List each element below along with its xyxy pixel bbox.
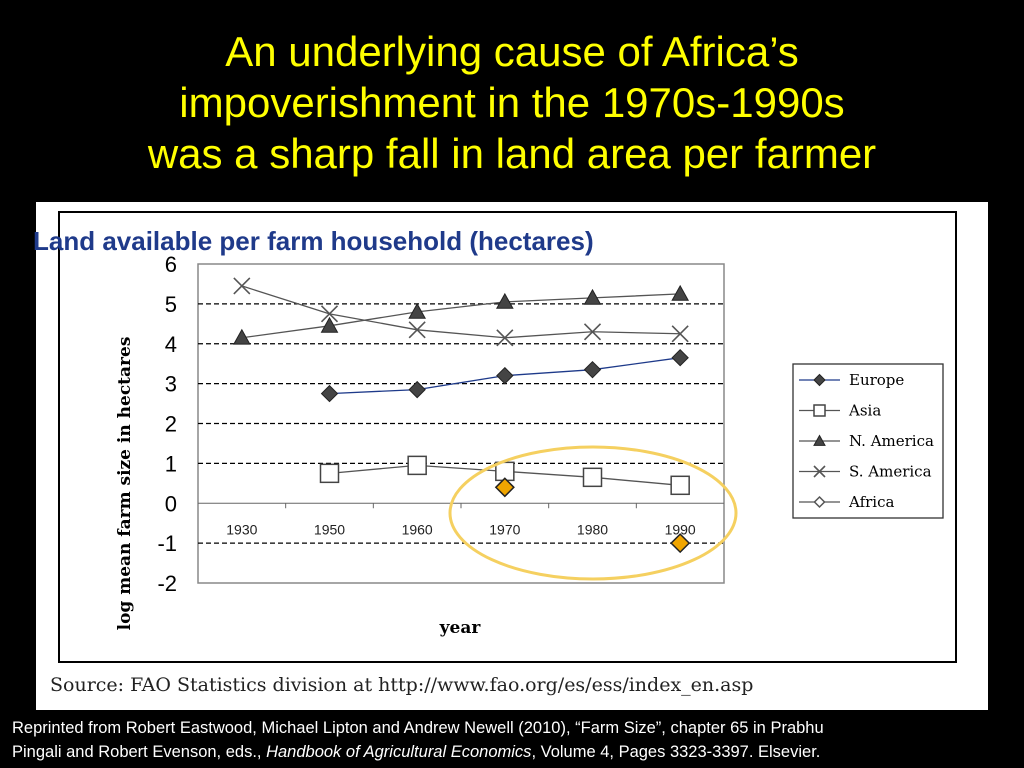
data-point: [671, 325, 689, 343]
chart-title: Land available per farm household (hecta…: [33, 226, 594, 256]
legend-label: N. America: [849, 432, 934, 450]
data-point: [813, 434, 826, 446]
legend-label: Asia: [848, 402, 881, 420]
data-point: [233, 277, 251, 295]
data-point: [232, 328, 251, 345]
series-line: [241, 285, 681, 339]
x-tick-label: 1970: [489, 521, 520, 537]
data-point: [319, 463, 340, 484]
data-point: [583, 360, 602, 379]
x-tick-label: 1980: [577, 521, 608, 537]
y-tick-label: 6: [165, 252, 177, 277]
y-tick-label: -2: [157, 571, 177, 596]
y-axis-label: log mean farm size in hectares: [115, 337, 135, 631]
data-point: [671, 348, 689, 367]
data-point: [496, 366, 514, 385]
data-point: [496, 329, 514, 347]
data-point: [408, 321, 426, 339]
data-point-stroke: [233, 277, 251, 295]
data-point: [408, 380, 426, 399]
data-point: [320, 316, 339, 333]
series-line: [241, 293, 681, 339]
legend-label: Africa: [848, 493, 894, 511]
title-line: was a sharp fall in land area per farmer: [147, 130, 877, 177]
data-point: [670, 533, 691, 554]
y-tick-label: 4: [165, 332, 177, 357]
data-point: [320, 305, 339, 323]
x-tick-label: 1930: [226, 521, 257, 537]
title-line: impoverishment in the 1970s-1990s: [179, 79, 845, 126]
x-tick-label: 1990: [665, 521, 696, 537]
data-point: [495, 292, 514, 309]
citation-line-2: Pingali and Robert Evenson, eds., Handbo…: [12, 743, 820, 761]
citation-book-title: Handbook of Agricultural Economics: [266, 743, 532, 761]
data-point: [583, 288, 602, 305]
citation-line-1: Reprinted from Robert Eastwood, Michael …: [12, 719, 824, 737]
plot-area: [197, 263, 725, 584]
highlight-ellipse: [448, 445, 738, 581]
data-point-stroke: [496, 329, 514, 347]
x-axis-label: year: [439, 618, 482, 638]
source-note: Source: FAO Statistics division at http:…: [50, 674, 754, 696]
legend-label: Europe: [849, 371, 904, 389]
y-tick-label: 1: [165, 451, 177, 476]
data-point: [320, 384, 339, 403]
citation: Reprinted from Robert Eastwood, Michael …: [12, 716, 1012, 764]
title-line: An underlying cause of Africa’s: [225, 28, 799, 75]
data-point-stroke: [320, 305, 339, 323]
data-point: [670, 475, 690, 496]
data-point: [813, 465, 826, 478]
x-tick-label: 1960: [402, 521, 433, 537]
y-tick-label: 5: [165, 292, 177, 317]
data-point: [494, 477, 515, 498]
data-point: [813, 373, 826, 387]
data-point: [813, 404, 826, 417]
y-tick-label: -1: [157, 531, 177, 556]
x-tick-label: 1950: [314, 521, 345, 537]
data-point: [408, 302, 427, 319]
data-point-stroke: [813, 465, 826, 478]
data-point: [583, 323, 602, 341]
data-point-stroke: [408, 321, 426, 339]
legend-label: S. America: [849, 463, 932, 481]
y-tick-label: 0: [165, 491, 177, 516]
citation-text: Pingali and Robert Evenson, eds.,: [12, 743, 267, 761]
y-tick-label: 2: [165, 412, 177, 437]
data-point-stroke: [671, 325, 689, 343]
data-point: [813, 495, 826, 509]
citation-text: , Volume 4, Pages 3323-3397. Elsevier.: [531, 743, 821, 761]
data-point: [582, 467, 603, 488]
data-point: [671, 284, 690, 301]
slide-title: An underlying cause of Africa’s impoveri…: [0, 26, 1024, 179]
data-point: [407, 455, 427, 476]
data-point-stroke: [583, 323, 602, 341]
chart-frame: [58, 211, 957, 663]
y-tick-label: 3: [165, 372, 177, 397]
